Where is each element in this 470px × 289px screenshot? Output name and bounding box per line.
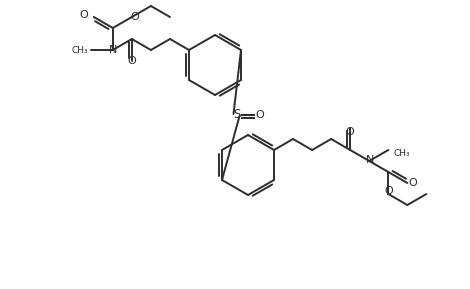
Text: O: O [346, 127, 354, 137]
Text: CH₃: CH₃ [393, 149, 410, 158]
Text: N: N [366, 155, 375, 165]
Text: O: O [408, 178, 417, 188]
Text: CH₃: CH₃ [71, 45, 88, 55]
Text: N: N [109, 45, 117, 55]
Text: O: O [255, 110, 264, 120]
Text: O: O [80, 10, 89, 19]
Text: S: S [233, 108, 240, 121]
Text: O: O [384, 186, 392, 196]
Text: O: O [127, 56, 136, 66]
Text: O: O [131, 12, 139, 22]
